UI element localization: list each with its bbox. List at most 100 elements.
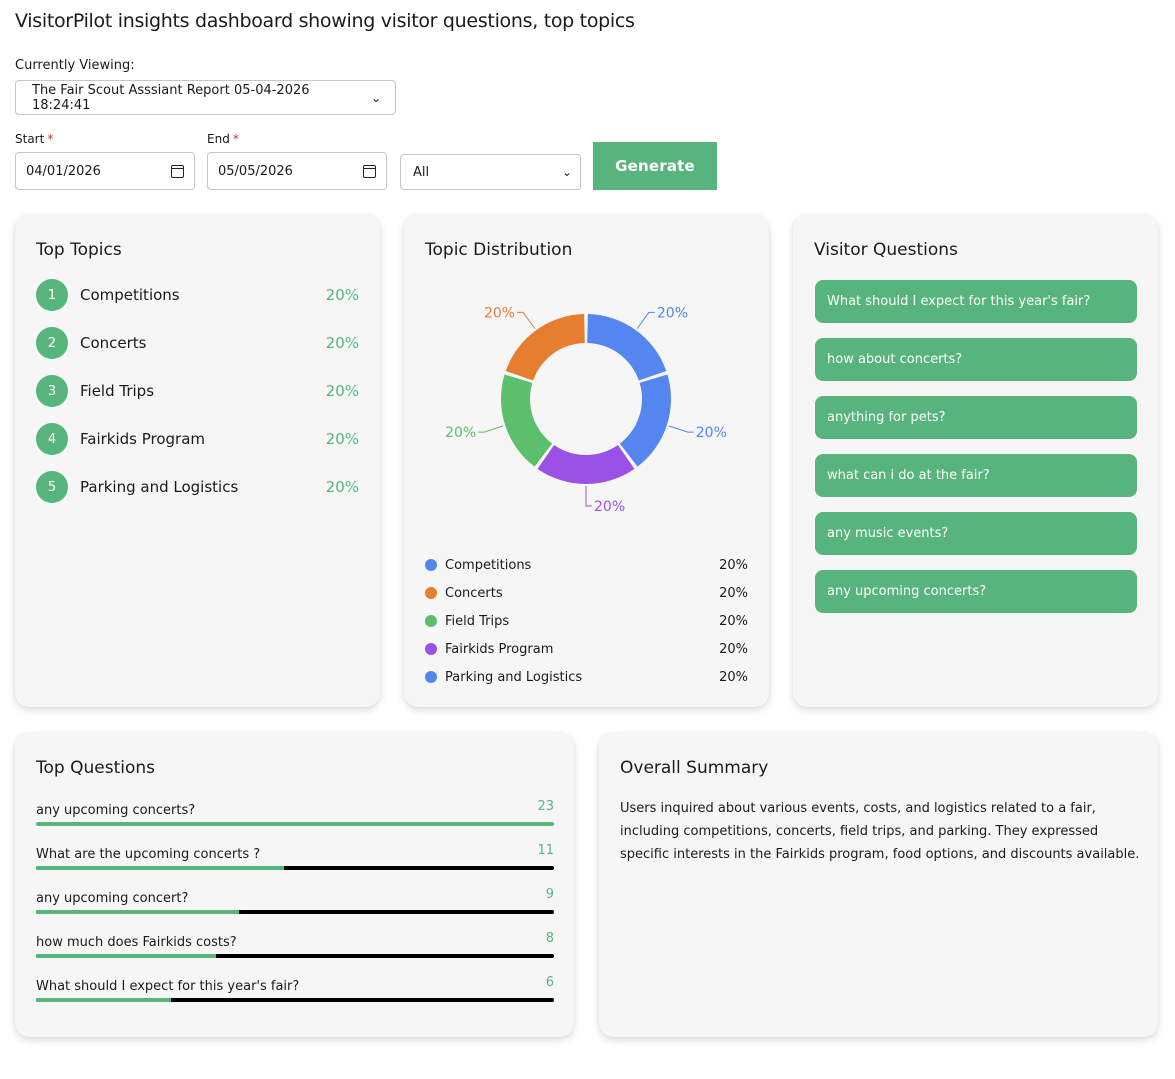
topic-name: Fairkids Program — [80, 430, 206, 448]
report-select-value: The Fair Scout Asssiant Report 05-04-202… — [32, 82, 310, 113]
legend-item: Competitions 20% — [425, 555, 748, 575]
topic-row: 1 Competitions 20% — [36, 279, 359, 311]
topic-rank-badge: 4 — [36, 423, 68, 455]
top-topics-card: Top Topics 1 Competitions 20% 2 Concerts… — [15, 215, 380, 707]
legend-swatch — [425, 587, 437, 599]
legend-label: Fairkids Program — [445, 641, 554, 657]
legend-percent: 20% — [719, 585, 748, 601]
top-question-bar — [36, 910, 554, 914]
top-question-row: any upcoming concert? 9 — [36, 887, 554, 914]
donut-label-leader — [478, 425, 504, 433]
topic-row: 3 Field Trips 20% — [36, 375, 359, 407]
legend-label: Concerts — [445, 585, 503, 601]
end-label: End * — [207, 132, 239, 146]
topic-row: 5 Parking and Logistics 20% — [36, 471, 359, 503]
visitor-question-button[interactable]: What should I expect for this year's fai… — [815, 280, 1137, 323]
top-question-text: how much does Fairkids costs? — [36, 935, 237, 950]
donut-slice-concerts[interactable] — [505, 314, 585, 381]
donut-slice-field-trips[interactable] — [501, 374, 553, 467]
card-title: Top Questions — [36, 758, 155, 778]
required-mark: * — [232, 132, 239, 146]
visitor-question-button[interactable]: any upcoming concerts? — [815, 570, 1137, 613]
filter-select[interactable]: All ⌄ — [400, 154, 581, 190]
top-question-bar-fill — [36, 998, 172, 1002]
topic-row: 4 Fairkids Program 20% — [36, 423, 359, 455]
donut-slice-parking-and-logistics[interactable] — [619, 374, 671, 467]
legend-percent: 20% — [719, 557, 748, 573]
legend-swatch — [425, 643, 437, 655]
filter-select-value: All — [413, 164, 430, 180]
legend-item: Field Trips 20% — [425, 611, 748, 631]
calendar-icon[interactable] — [171, 164, 184, 178]
legend-swatch — [425, 671, 437, 683]
topic-rank-badge: 1 — [36, 279, 68, 311]
top-question-bar — [36, 954, 554, 958]
topic-rank-badge: 5 — [36, 471, 68, 503]
donut-label-leader — [636, 311, 655, 329]
report-select[interactable]: The Fair Scout Asssiant Report 05-04-202… — [15, 80, 396, 115]
top-question-bar-fill — [36, 866, 284, 870]
start-label: Start * — [15, 132, 54, 146]
overall-summary-card: Overall Summary Users inquired about var… — [599, 733, 1158, 1037]
top-question-text: any upcoming concerts? — [36, 803, 196, 818]
donut-slice-competitions[interactable] — [587, 314, 667, 381]
top-question-bar-fill — [36, 822, 554, 826]
required-mark: * — [47, 132, 54, 146]
topic-percent: 20% — [325, 382, 359, 400]
top-question-bar-fill — [36, 954, 217, 958]
top-question-row: What are the upcoming concerts ? 11 — [36, 843, 554, 870]
topic-name: Concerts — [80, 334, 147, 352]
topic-percent: 20% — [325, 478, 359, 496]
top-questions-card: Top Questions any upcoming concerts? 23 … — [15, 733, 574, 1037]
calendar-icon[interactable] — [363, 164, 376, 178]
top-question-text: What should I expect for this year's fai… — [36, 979, 300, 994]
visitor-questions-card: Visitor Questions What should I expect f… — [793, 215, 1158, 707]
donut-data-label: 20% — [594, 499, 625, 515]
page-title: VisitorPilot insights dashboard showing … — [15, 10, 635, 32]
top-question-row: What should I expect for this year's fai… — [36, 975, 554, 1002]
donut-data-label: 20% — [445, 425, 476, 441]
card-title: Topic Distribution — [425, 240, 573, 260]
topic-percent: 20% — [325, 334, 359, 352]
top-question-row: any upcoming concerts? 23 — [36, 799, 554, 826]
generate-button[interactable]: Generate — [593, 142, 717, 190]
legend-item: Parking and Logistics 20% — [425, 667, 748, 687]
legend-swatch — [425, 615, 437, 627]
visitor-question-button[interactable]: what can i do at the fair? — [815, 454, 1137, 497]
donut-data-label: 20% — [696, 425, 727, 441]
donut-label-leader — [668, 425, 694, 433]
top-question-bar-fill — [36, 910, 239, 914]
visitor-question-button[interactable]: any music events? — [815, 512, 1137, 555]
top-question-row: how much does Fairkids costs? 8 — [36, 931, 554, 958]
currently-viewing-label: Currently Viewing: — [15, 58, 135, 73]
top-question-count: 8 — [545, 931, 554, 946]
legend-percent: 20% — [719, 613, 748, 629]
topic-percent: 20% — [325, 430, 359, 448]
topic-row: 2 Concerts 20% — [36, 327, 359, 359]
topic-distribution-card: Topic Distribution 20% 20% 20% 20% 20% Compe… — [404, 215, 769, 707]
donut-slice-fairkids-program[interactable] — [537, 445, 635, 484]
visitor-question-button[interactable]: how about concerts? — [815, 338, 1137, 381]
top-question-bar — [36, 822, 554, 826]
visitor-question-button[interactable]: anything for pets? — [815, 396, 1137, 439]
chevron-down-icon: ⌄ — [561, 165, 572, 179]
topic-name: Competitions — [80, 286, 180, 304]
legend-swatch — [425, 559, 437, 571]
topic-name: Field Trips — [80, 382, 155, 400]
top-question-count: 9 — [545, 887, 554, 902]
legend-percent: 20% — [719, 669, 748, 685]
donut-label-leader — [585, 486, 592, 507]
end-date-input[interactable]: 05/05/2026 — [207, 152, 387, 190]
legend-item: Fairkids Program 20% — [425, 639, 748, 659]
start-date-value: 04/01/2026 — [26, 163, 101, 179]
card-title: Top Topics — [36, 240, 122, 260]
start-date-input[interactable]: 04/01/2026 — [15, 152, 195, 190]
legend-percent: 20% — [719, 641, 748, 657]
top-question-count: 6 — [545, 975, 554, 990]
top-question-bar — [36, 998, 554, 1002]
topic-percent: 20% — [325, 286, 359, 304]
top-question-count: 11 — [537, 843, 554, 858]
legend-item: Concerts 20% — [425, 583, 748, 603]
card-title: Visitor Questions — [814, 240, 958, 260]
summary-text: Users inquired about various events, cos… — [620, 801, 1140, 862]
